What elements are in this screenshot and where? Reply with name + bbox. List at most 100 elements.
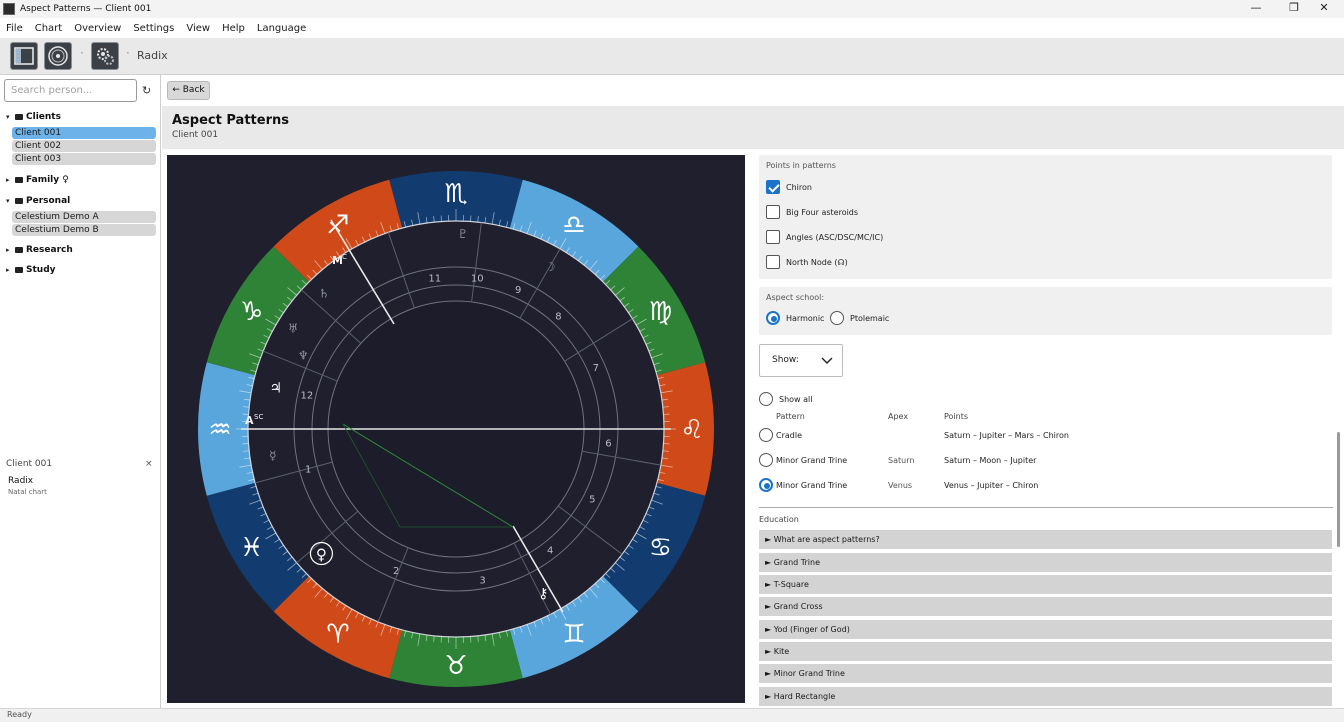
- folder-research[interactable]: ▸ Research: [6, 245, 73, 255]
- close-chart-icon[interactable]: ×: [145, 459, 153, 469]
- open-chart-name[interactable]: Radix: [8, 476, 34, 486]
- folder-icon: [15, 114, 23, 120]
- angles-checkbox[interactable]: [766, 230, 780, 244]
- search-input[interactable]: [4, 79, 137, 102]
- planet-glyph: ⚷: [538, 586, 548, 602]
- education-item[interactable]: ► Grand Cross: [759, 597, 1332, 616]
- layout-button[interactable]: [10, 42, 38, 70]
- harmonic-radio[interactable]: [766, 311, 780, 325]
- zodiac-glyph: ♈: [326, 619, 349, 649]
- education-item[interactable]: ► Kite: [759, 642, 1332, 661]
- pattern-points: Saturn – Moon – Jupiter: [944, 456, 1037, 465]
- degree-tick: [639, 526, 646, 530]
- scrollbar-thumb[interactable]: [1337, 432, 1340, 547]
- maximize-button[interactable]: ❐: [1289, 1, 1299, 14]
- degree-tick: [571, 601, 576, 607]
- degree-tick: [533, 230, 537, 237]
- degree-tick: [589, 260, 598, 270]
- folder-label: Family ♀: [26, 175, 69, 185]
- sidebar-item-client-001[interactable]: Client 001: [12, 127, 156, 139]
- zodiac-glyph: ♉: [444, 651, 467, 681]
- education-item[interactable]: ► Minor Grand Trine: [759, 664, 1332, 683]
- zodiac-sign-segment: [509, 179, 639, 282]
- degree-tick: [287, 556, 293, 562]
- degree-tick: [655, 485, 662, 489]
- degree-tick: [244, 398, 251, 401]
- degree-tick: [244, 457, 251, 460]
- ptolemaic-radio[interactable]: [830, 311, 844, 325]
- big-four-asteroids-checkbox[interactable]: [766, 205, 780, 219]
- folder-study[interactable]: ▸ Study: [6, 265, 56, 275]
- degree-tick: [632, 315, 638, 320]
- degree-tick: [648, 348, 655, 352]
- radix-chart: ♏ ♎ ♍ ♌ ♋ ♊ ♉ ♈ ♓ ♒ ♑ ♐ 1 2 3 4 5 6 7 8 9 10 11 12 ♃ ♀ ⚷ ♄ ☽ ♅ ♆ ♇ ☿ M…: [167, 155, 745, 703]
- house-cusp: [296, 510, 359, 564]
- degree-tick: [389, 626, 393, 633]
- back-button[interactable]: ← Back: [167, 81, 210, 100]
- folder-personal[interactable]: ▾ Personal: [6, 196, 70, 206]
- venus-highlight-ring: [309, 541, 334, 566]
- degree-tick: [498, 219, 501, 226]
- planet-glyph: ☿: [269, 449, 276, 463]
- wheel-icon: [48, 46, 68, 66]
- degree-tick: [610, 567, 616, 573]
- education-item[interactable]: ► Grand Trine: [759, 553, 1332, 572]
- education-item[interactable]: ► T-Square: [759, 575, 1332, 594]
- planet-glyph: ♄: [319, 286, 330, 300]
- north-node-checkbox[interactable]: [766, 255, 780, 269]
- chiron-checkbox[interactable]: [766, 180, 780, 194]
- menu-file[interactable]: File: [6, 22, 23, 34]
- menu-help[interactable]: Help: [222, 22, 245, 34]
- degree-tick: [653, 492, 660, 496]
- degree-tick: [491, 633, 495, 646]
- angles-label: Angles (ASC/DSC/MC/IC): [786, 233, 884, 242]
- degree-tick: [653, 362, 660, 366]
- degree-tick: [605, 280, 611, 285]
- radix-wheel-button[interactable]: [44, 42, 72, 70]
- asc-label: A: [245, 414, 254, 427]
- folder-family[interactable]: ▸ Family ♀: [6, 175, 69, 185]
- degree-tick: [252, 362, 259, 366]
- education-item[interactable]: ► Hard Rectangle: [759, 687, 1332, 706]
- pattern-row-radio[interactable]: [759, 453, 773, 467]
- degree-tick: [619, 556, 625, 562]
- sidebar-item-celestium-demo-a[interactable]: Celestium Demo A: [12, 211, 156, 223]
- sidebar-item-client-003[interactable]: Client 003: [12, 153, 156, 165]
- menu-language[interactable]: Language: [256, 22, 307, 34]
- menu-bar: File Chart Overview Settings View Help L…: [0, 18, 1344, 38]
- aspect-school-box: Aspect school: Harmonic Ptolemaic: [759, 287, 1332, 335]
- show-all-radio[interactable]: [759, 392, 773, 406]
- sidebar-item-client-002[interactable]: Client 002: [12, 140, 156, 152]
- refresh-icon[interactable]: ↻: [142, 84, 152, 97]
- folder-clients[interactable]: ▾ Clients: [6, 112, 61, 122]
- settings-button[interactable]: [91, 42, 119, 70]
- degree-tick: [403, 221, 407, 228]
- menu-view[interactable]: View: [186, 22, 211, 34]
- house-number: 4: [547, 546, 553, 557]
- pattern-row-radio[interactable]: [759, 478, 773, 492]
- sidebar-item-celestium-demo-b[interactable]: Celestium Demo B: [12, 224, 156, 236]
- degree-tick: [411, 632, 414, 639]
- education-item[interactable]: ► Yod (Finger of God): [759, 620, 1332, 639]
- close-button[interactable]: ✕: [1319, 1, 1329, 14]
- degree-ticks: [236, 209, 676, 649]
- menu-chart[interactable]: Chart: [34, 22, 63, 34]
- mc-label: M: [332, 254, 343, 267]
- asc-label-sup: SC: [254, 413, 263, 421]
- pattern-name: Minor Grand Trine: [776, 456, 848, 465]
- house-cusps: [254, 222, 661, 623]
- degree-tick: [546, 236, 551, 243]
- folder-icon: [15, 198, 23, 204]
- house-cusp: [262, 350, 338, 382]
- menu-overview[interactable]: Overview: [74, 22, 122, 34]
- pattern-row-radio[interactable]: [759, 428, 773, 442]
- education-item[interactable]: ► What are aspect patterns?: [759, 530, 1332, 549]
- folder-icon: [15, 247, 23, 253]
- menu-settings[interactable]: Settings: [133, 22, 175, 34]
- degree-tick: [662, 450, 669, 452]
- degree-tick: [651, 353, 663, 359]
- minimize-button[interactable]: —: [1250, 1, 1262, 14]
- show-dropdown[interactable]: Show:: [759, 344, 843, 377]
- midheaven-axis: [330, 219, 395, 325]
- zodiac-glyph: ♏: [444, 179, 467, 209]
